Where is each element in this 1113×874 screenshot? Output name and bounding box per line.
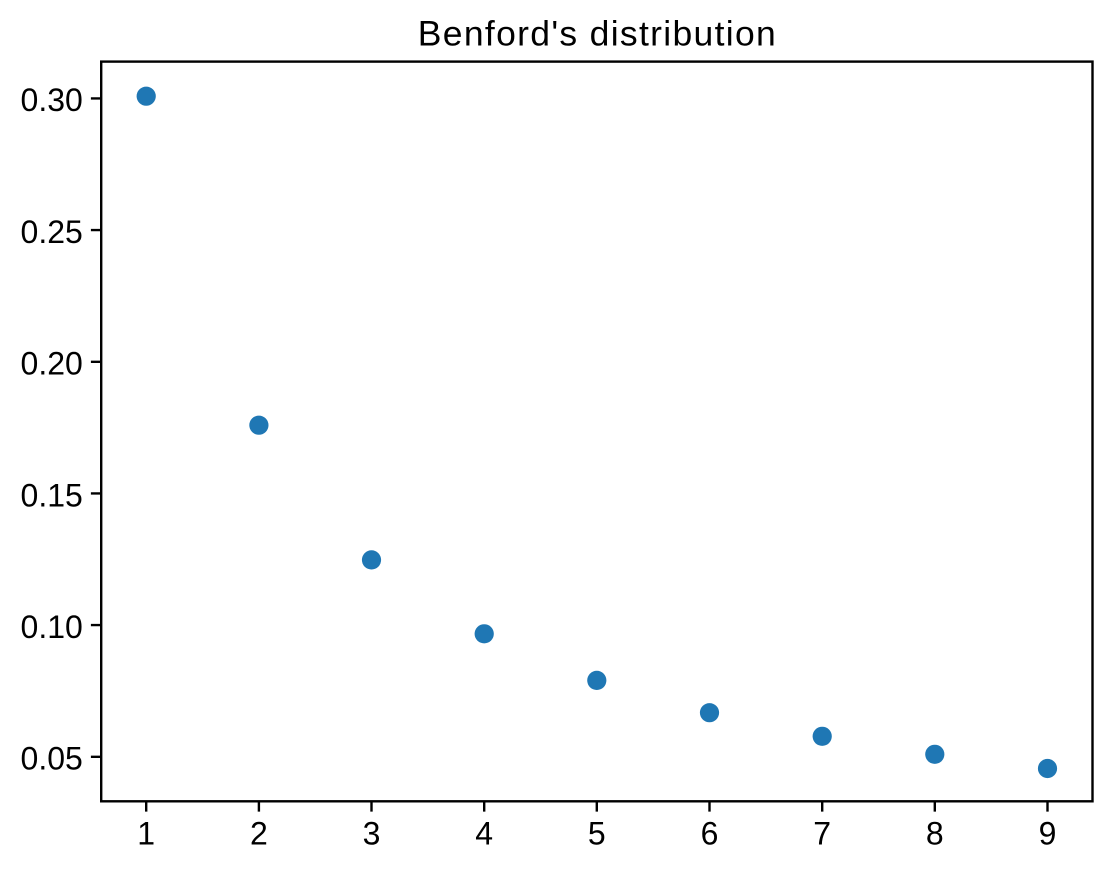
svg-text:0.10: 0.10: [21, 609, 83, 645]
svg-text:0.30: 0.30: [21, 82, 83, 118]
svg-text:1: 1: [137, 815, 155, 851]
svg-text:0.25: 0.25: [21, 214, 83, 250]
svg-text:Benford's distribution: Benford's distribution: [418, 14, 776, 54]
svg-text:6: 6: [701, 815, 719, 851]
svg-text:5: 5: [588, 815, 606, 851]
svg-text:0.05: 0.05: [21, 741, 83, 777]
svg-text:0.15: 0.15: [21, 477, 83, 513]
svg-text:2: 2: [250, 815, 268, 851]
svg-text:8: 8: [926, 815, 944, 851]
svg-text:7: 7: [813, 815, 831, 851]
svg-text:3: 3: [363, 815, 381, 851]
svg-text:9: 9: [1039, 815, 1057, 851]
svg-text:0.20: 0.20: [21, 346, 83, 382]
svg-text:4: 4: [475, 815, 493, 851]
